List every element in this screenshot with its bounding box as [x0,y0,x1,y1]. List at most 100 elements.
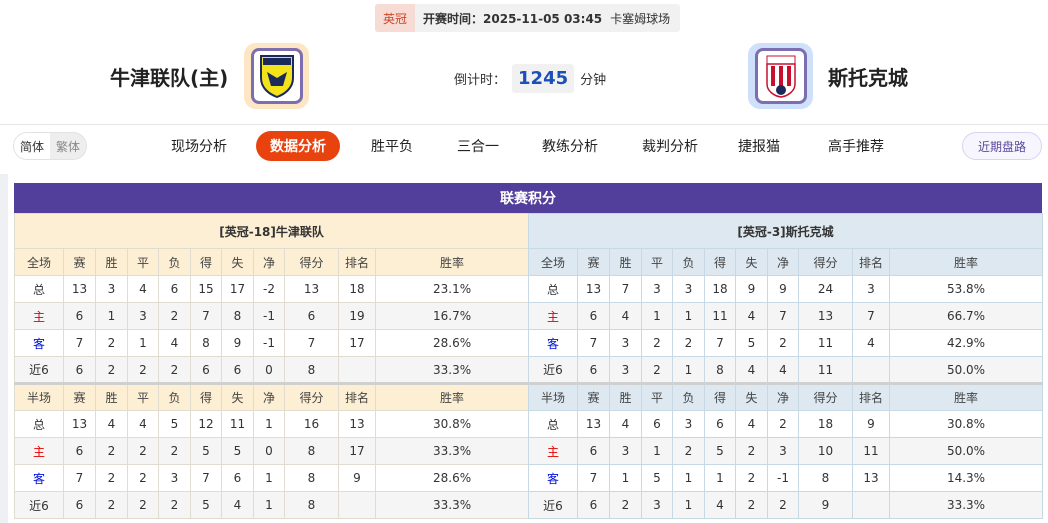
table-cell: 7 [577,464,610,492]
table-cell: 客 [14,329,64,357]
tab-referee-analysis[interactable]: 裁判分析 [642,139,698,155]
table-cell: 6 [577,491,610,519]
table-cell: 2 [767,491,799,519]
lang-traditional[interactable]: 繁体 [56,139,81,154]
table-cell: 5 [704,437,736,465]
table-cell: 6 [577,302,610,330]
away-team-logo[interactable] [748,43,813,109]
table-cell: 5 [158,410,191,438]
table-cell: 2 [158,491,191,519]
table-cell: 3 [672,275,705,303]
table-cell: 近6 [14,356,64,384]
table-cell: 主 [528,302,578,330]
table-cell: 13 [798,302,853,330]
table-cell: 2 [735,437,768,465]
tab-expert-picks[interactable]: 高手推荐 [828,139,884,155]
away-team-name[interactable]: 斯托克城 [828,66,908,90]
column-header: 平 [127,248,159,276]
table-row: 总 13 4 6 3 6 4 2 18 9 30.8% [528,410,1044,438]
oxford-crest-icon [259,55,294,98]
tab-coach-analysis[interactable]: 教练分析 [542,139,598,155]
table-cell: 8 [284,356,339,384]
header-row: 全场赛胜平负得失净得分 排名 胜率 [14,248,530,276]
column-header: 半场 [14,382,64,411]
table-cell: 33.3% [374,491,530,519]
table-cell: 6 [221,356,254,384]
table-cell: 7 [63,329,96,357]
table-cell: 42.9% [888,329,1044,357]
tab-jiebaomao[interactable]: 捷报猫 [738,139,780,155]
countdown-value: 1245 [512,64,575,93]
table-cell: 10 [798,437,853,465]
column-header: 半场 [528,382,578,411]
table-cell: 7 [767,302,799,330]
table-cell: 11 [798,356,853,384]
league-badge[interactable]: 英冠 [375,4,416,32]
tab-three-in-one[interactable]: 三合一 [457,139,499,155]
table-cell: 33.3% [888,491,1044,519]
table-cell: 9 [798,491,853,519]
table-cell: 13 [284,275,339,303]
column-header: 排名 [338,382,376,411]
tab-win-draw-loss[interactable]: 胜平负 [371,139,413,155]
table-cell [852,491,890,519]
table-cell: 33.3% [374,356,530,384]
nav-bar: 简体 繁体 现场分析 数据分析 胜平负 三合一 教练分析 裁判分析 捷报猫 高手… [0,124,1048,166]
table-cell: 2 [95,491,128,519]
table-cell: 2 [127,464,159,492]
table-cell: 1 [253,491,285,519]
header-row: 半场赛胜平负得失净得分 排名 胜率 [14,382,530,411]
table-cell: 3 [127,302,159,330]
table-cell: 5 [190,491,222,519]
column-header: 得分 [798,382,853,411]
home-team-name[interactable]: 牛津联队(主) [110,66,229,90]
kickoff-time: 开赛时间：2025-11-05 03:45 [423,11,603,26]
recent-handicap-button[interactable]: 近期盘路 [961,132,1042,160]
table-cell: 66.7% [888,302,1044,330]
column-header: 排名 [338,248,376,276]
column-header: 负 [158,382,191,411]
column-header: 胜率 [888,248,1044,276]
table-cell: 3 [609,329,642,357]
table-cell: 13 [63,410,96,438]
table-cell: 1 [641,302,673,330]
column-header: 负 [158,248,191,276]
table-cell: 7 [190,302,222,330]
tab-live-analysis[interactable]: 现场分析 [171,139,227,155]
table-cell: 17 [221,275,254,303]
table-cell: 6 [221,464,254,492]
column-header: 胜率 [374,382,530,411]
match-info-bar: 英冠 开赛时间：2025-11-05 03:45 卡塞姆球场 [375,4,680,32]
team-standing-title: [英冠-18]牛津联队 [13,213,530,249]
home-team-logo[interactable] [244,43,309,109]
table-cell: 5 [735,329,768,357]
table-cell: 2 [735,491,768,519]
table-cell: 8 [221,302,254,330]
tab-data-analysis[interactable]: 数据分析 [256,131,340,161]
countdown-label: 倒计时： [454,73,507,88]
table-cell: 11 [798,329,853,357]
table-cell: 13 [63,275,96,303]
table-cell: 1 [641,437,673,465]
column-header: 排名 [852,382,890,411]
lang-simplified[interactable]: 简体 [14,133,51,159]
table-cell: 7 [704,329,736,357]
table-cell: 总 [14,410,64,438]
table-cell: 8 [284,491,339,519]
table-cell: 2 [127,491,159,519]
table-cell: 1 [672,356,705,384]
column-header: 失 [735,248,768,276]
table-cell: 2 [95,437,128,465]
table-cell: 3 [852,275,890,303]
table-cell: 4 [127,275,159,303]
table-cell: 0 [253,356,285,384]
table-cell: 30.8% [888,410,1044,438]
table-cell: 6 [577,437,610,465]
table-cell: 主 [14,302,64,330]
column-header: 胜 [95,382,128,411]
table-cell: 近6 [528,491,578,519]
table-cell: 2 [641,329,673,357]
table-cell: 7 [577,329,610,357]
table-row: 客 7 1 5 1 1 2 -1 8 13 14.3% [528,464,1044,492]
table-cell: 3 [767,437,799,465]
